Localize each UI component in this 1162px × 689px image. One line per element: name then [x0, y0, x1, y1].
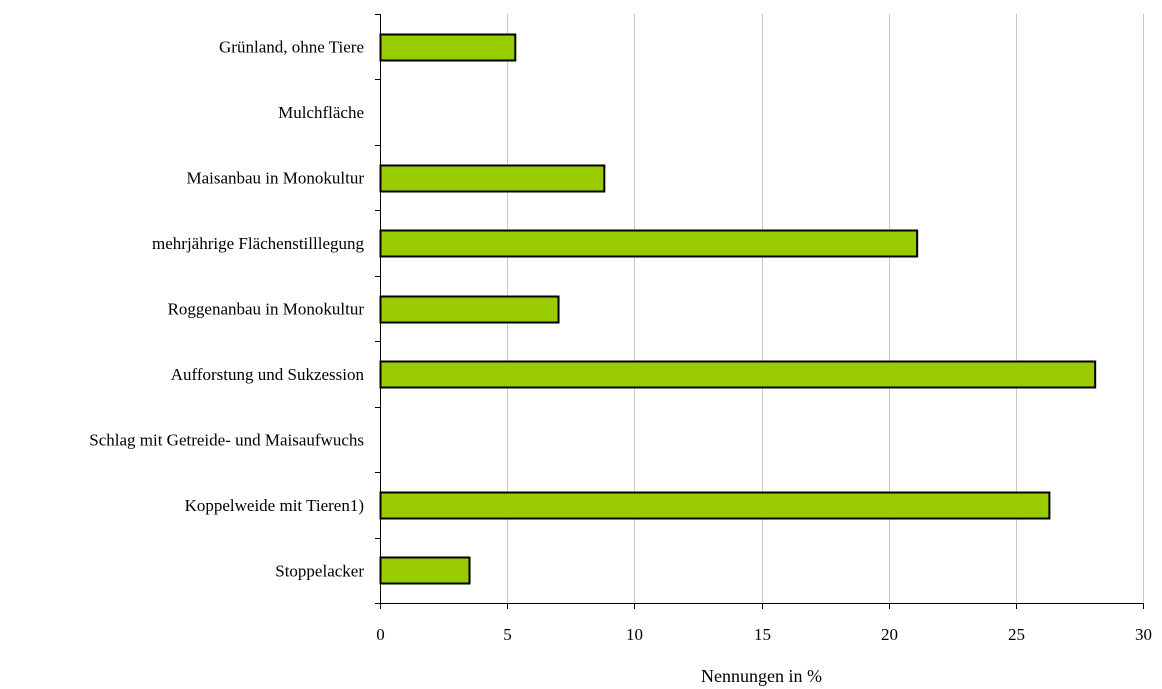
x-tick-label-3: 15: [754, 625, 771, 644]
x-axis-title: Nennungen in %: [701, 666, 822, 686]
bar-2: [379, 164, 606, 193]
category-label-4: Roggenanbau in Monokultur: [168, 300, 365, 319]
x-tick-label-6: 30: [1135, 625, 1152, 644]
category-label-3: mehrjährige Flächenstilllegung: [152, 234, 364, 253]
category-label-1: Mulchfläche: [278, 103, 364, 122]
x-tick-labels: 0 5 10 15 20 25 30: [376, 625, 1152, 644]
bar-8: [379, 556, 471, 585]
category-label-6: Schlag mit Getreide- und Maisaufwuchs: [89, 430, 364, 449]
bar-4: [379, 295, 560, 324]
category-labels: Grünland, ohne Tiere Mulchfläche Maisanbau…: [89, 38, 364, 581]
x-tick-label-5: 25: [1008, 625, 1025, 644]
bar-5: [379, 360, 1097, 389]
x-tick-label-0: 0: [376, 625, 385, 644]
bars: [379, 33, 1097, 585]
x-tick-label-2: 10: [626, 625, 643, 644]
bar-0: [379, 33, 517, 62]
bar-3: [379, 229, 919, 258]
category-label-5: Aufforstung und Sukzession: [171, 365, 365, 384]
category-label-7: Koppelweide mit Tieren1): [185, 496, 364, 515]
category-label-8: Stoppelacker: [275, 561, 364, 580]
category-label-0: Grünland, ohne Tiere: [219, 38, 364, 57]
category-label-2: Maisanbau in Monokultur: [186, 169, 364, 188]
bar-7: [379, 491, 1051, 520]
x-tick-label-1: 5: [503, 625, 512, 644]
x-tick-label-4: 20: [881, 625, 898, 644]
axis-ticks: [375, 14, 1144, 609]
